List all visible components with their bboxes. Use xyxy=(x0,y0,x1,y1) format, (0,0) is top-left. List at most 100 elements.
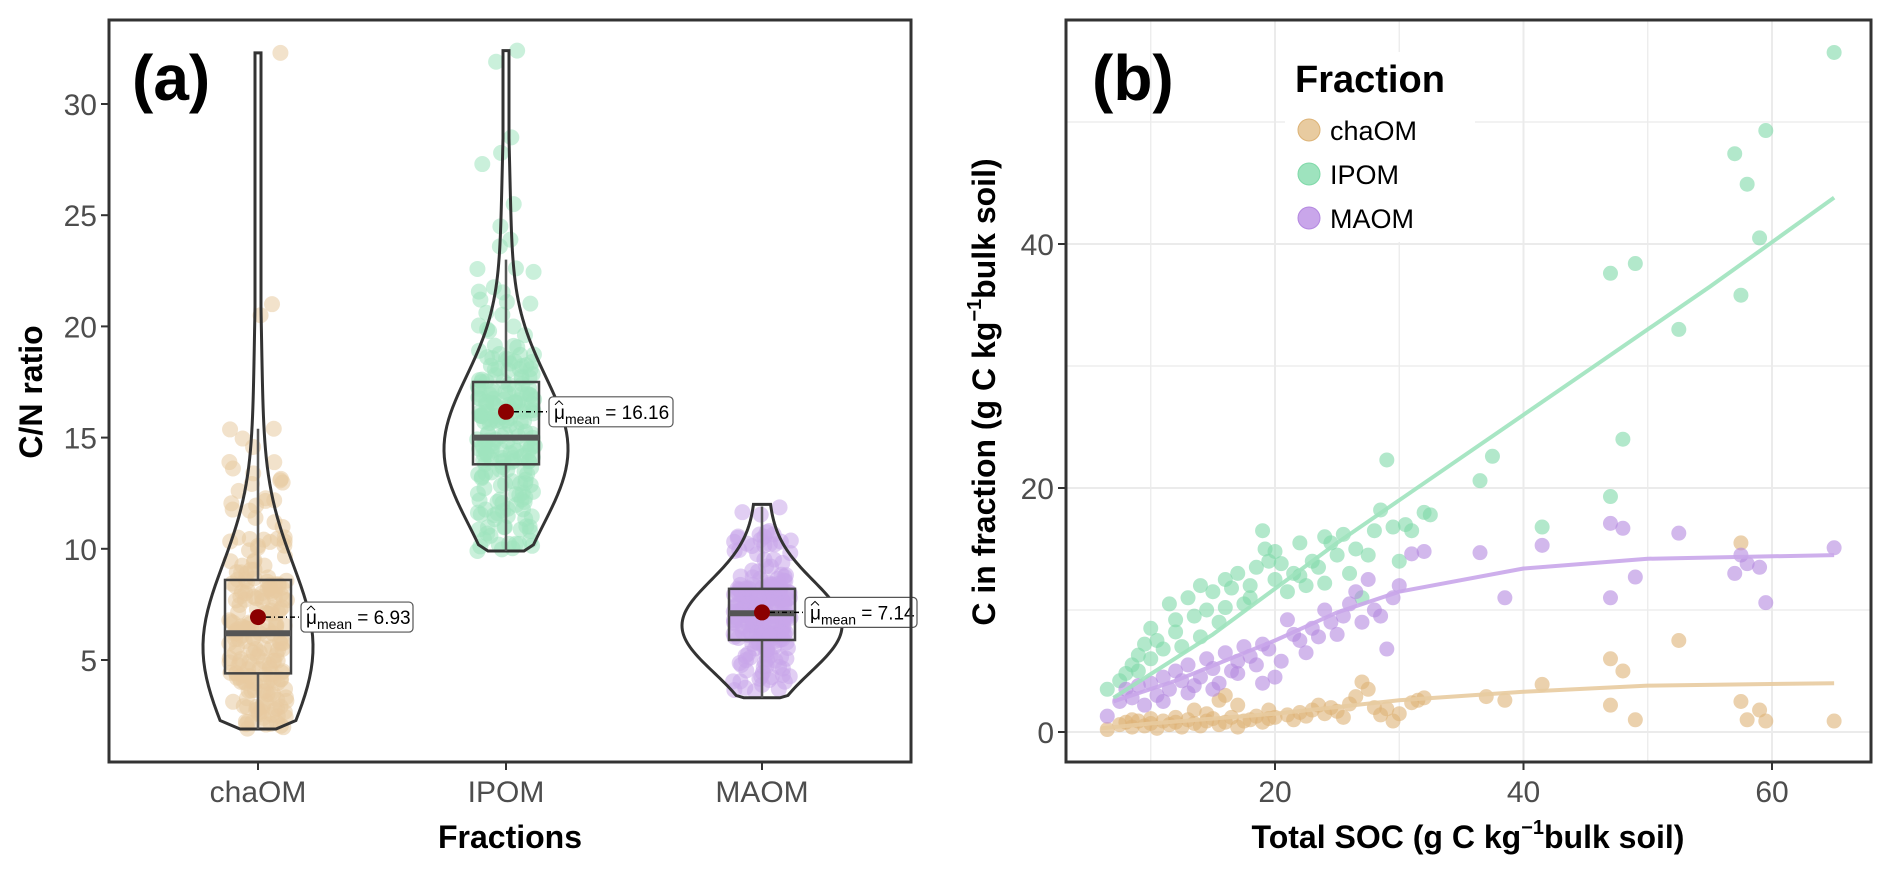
legend-marker-chaOM xyxy=(1297,118,1321,142)
scatter-point xyxy=(1168,624,1184,640)
jitter-point xyxy=(242,668,259,685)
x-tick-label: IPOM xyxy=(468,776,545,809)
mean-label: μmean = 16.16 xyxy=(554,403,669,427)
scatter-point xyxy=(1534,537,1550,553)
jitter-point xyxy=(266,454,283,471)
mean-label: μmean = 7.14 xyxy=(810,603,915,627)
scatter-point xyxy=(1602,265,1618,281)
panel-b-tag: (b) xyxy=(1092,42,1174,114)
scatter-point xyxy=(1727,146,1743,162)
scatter-point xyxy=(1292,535,1308,551)
jitter-point xyxy=(272,44,289,61)
scatter-point xyxy=(1360,572,1376,587)
panel-a-tag: (a) xyxy=(132,42,210,114)
scatter-point xyxy=(1534,676,1550,692)
violin xyxy=(201,51,315,731)
panel-b-x-axis-title: Total SOC (g C kg−1bulk soil) xyxy=(1252,817,1685,855)
jitter-point xyxy=(495,502,512,519)
jitter-point xyxy=(241,502,258,519)
jitter-point xyxy=(234,430,251,447)
jitter-point xyxy=(760,574,777,591)
scatter-point xyxy=(1168,612,1184,628)
violin xyxy=(680,502,844,700)
jitter-point xyxy=(469,504,486,521)
scatter-point xyxy=(1404,523,1420,539)
scatter-point xyxy=(1615,663,1631,679)
scatter-point xyxy=(1267,572,1283,587)
scatter-point xyxy=(1671,525,1687,541)
scatter-point xyxy=(1602,651,1618,667)
panel-b-border xyxy=(1064,18,1873,764)
y-title-part2: bulk soil) xyxy=(966,158,1002,298)
scatter-point xyxy=(1155,669,1171,685)
legend-marker-MAOM xyxy=(1297,206,1321,230)
mean-label-box xyxy=(548,396,674,428)
group-MAOM: μmean = 7.14 xyxy=(680,499,918,700)
panel-a-border xyxy=(107,18,913,764)
jitter-point xyxy=(233,564,250,581)
trend-line-IPOM xyxy=(1112,196,1836,700)
scatter-point xyxy=(1422,507,1438,523)
jitter-point xyxy=(525,405,542,422)
x-tick-label: 60 xyxy=(1755,776,1788,809)
hat-icon xyxy=(306,605,316,611)
scatter-point xyxy=(1615,520,1631,536)
trend-line-chaOM xyxy=(1100,681,1835,731)
jitter-point xyxy=(503,129,520,146)
jitter-point xyxy=(277,689,294,706)
y-title-part1: C in fraction (g C kg xyxy=(966,322,1002,626)
scatter-point xyxy=(1329,547,1345,563)
jitter-point xyxy=(470,521,487,538)
jitter-point xyxy=(486,361,503,378)
scatter-point xyxy=(1739,556,1755,572)
hat-icon xyxy=(554,400,564,406)
jitter-point xyxy=(273,579,290,596)
scatter-point xyxy=(1143,651,1159,667)
scatter-point xyxy=(1180,685,1196,701)
scatter-point xyxy=(1497,692,1513,708)
scatter-point xyxy=(1733,694,1749,709)
scatter-point xyxy=(1335,709,1351,725)
x-tick-label: MAOM xyxy=(715,776,808,809)
panel-a-y-axis-title: C/N ratio xyxy=(13,325,49,458)
jitter-point xyxy=(509,42,526,59)
jitter-point xyxy=(759,641,776,658)
scatter-point xyxy=(1279,612,1295,628)
jitter-point xyxy=(260,569,277,586)
scatter-point xyxy=(1192,578,1208,594)
scatter-point xyxy=(1230,665,1246,681)
scatter-point xyxy=(1671,321,1687,337)
scatter-point xyxy=(1242,590,1258,606)
jitter-point xyxy=(486,337,503,354)
jitter-point xyxy=(264,296,281,313)
y-title-superscript: −1 xyxy=(964,299,986,322)
scatter-point xyxy=(1602,515,1618,531)
scatter-point xyxy=(1385,519,1401,535)
scatter-point xyxy=(1298,645,1314,661)
x-tick-label: 20 xyxy=(1258,776,1291,809)
scatter-point xyxy=(1279,584,1295,600)
jitter-point xyxy=(227,592,244,609)
panel-b-x-ticks: 20 40 60 xyxy=(1258,762,1789,809)
legend-marker-IPOM xyxy=(1297,162,1321,186)
y-tick-label: 5 xyxy=(80,645,97,678)
scatter-point xyxy=(1143,620,1159,636)
jitter-point xyxy=(274,474,291,491)
jitter-point xyxy=(261,656,278,673)
scatter-point xyxy=(1267,669,1283,685)
scatter-point xyxy=(1180,590,1196,606)
scatter-point xyxy=(1484,448,1500,464)
jitter-point xyxy=(469,260,486,277)
scatter-point xyxy=(1752,559,1768,575)
scatter-point xyxy=(1255,523,1271,539)
jitter-point xyxy=(237,713,254,730)
jitter-point xyxy=(756,654,773,671)
scatter-series-MAOM xyxy=(1099,515,1842,724)
jitter-point xyxy=(488,53,505,70)
box xyxy=(471,380,541,466)
scatter-point xyxy=(1248,559,1264,575)
scatter-point xyxy=(1615,431,1631,447)
scatter-point xyxy=(1366,523,1382,539)
